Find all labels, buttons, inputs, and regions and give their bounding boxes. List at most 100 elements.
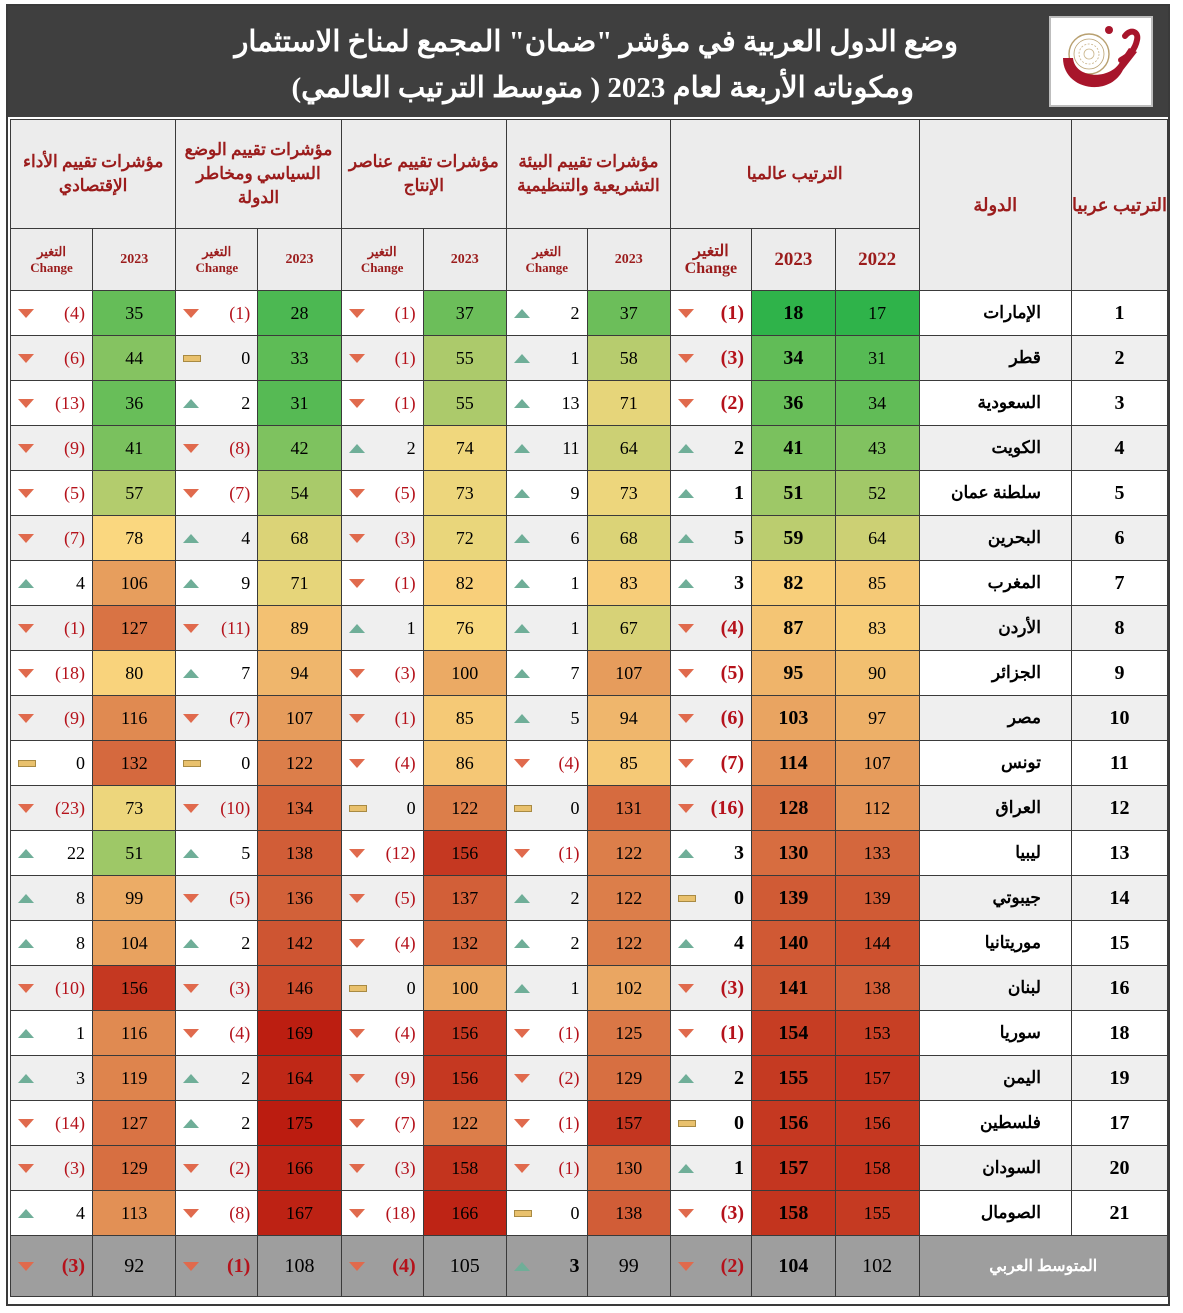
country-name-cell: جيبوتي [918, 875, 1072, 921]
production-change-cell: 0 [340, 785, 424, 831]
legal-2023-cell: 94 [586, 695, 671, 741]
legal-change-cell: 1 [505, 560, 588, 606]
down-triangle-icon [513, 1118, 530, 1128]
up-triangle-icon [183, 848, 200, 858]
production-2023-cell: 156 [422, 1010, 507, 1056]
production-change-cell: (1) [340, 695, 424, 741]
legal-2023-cell: 85 [586, 740, 671, 786]
political-2023-cell: 166 [257, 1145, 342, 1191]
economic-change-cell: 1 [9, 1010, 94, 1056]
legal-2023-cell: 73 [586, 470, 671, 516]
change-label-ar: التغير [693, 242, 729, 260]
economic-2023-header: 2023 [92, 228, 177, 291]
change-value: (14) [55, 1112, 86, 1133]
legal-2023-cell: 68 [586, 515, 671, 561]
down-triangle-icon [348, 1163, 365, 1173]
change-value: 0 [733, 1111, 744, 1134]
title-line-1: وضع الدول العربية في مؤشر "ضمان" المجمع … [234, 26, 958, 58]
up-triangle-icon [18, 938, 34, 948]
economic-change-cell: (3) [9, 1235, 94, 1297]
economic-2023-cell: 44 [92, 335, 177, 381]
arab-rank-cell: 18 [1070, 1010, 1169, 1056]
economic-change-cell: (4) [9, 290, 94, 336]
economic-2023-cell: 104 [92, 920, 177, 966]
down-triangle-icon [348, 668, 365, 678]
change-value: (7) [720, 751, 744, 774]
global-2023-cell: 51 [750, 470, 836, 516]
legal-2023-cell: 71 [586, 380, 671, 426]
change-value: (7) [64, 527, 86, 548]
no-change-bar-icon [18, 759, 36, 767]
political-change-cell: (11) [175, 605, 259, 651]
economic-2023-cell: 116 [92, 1010, 177, 1056]
up-triangle-icon [677, 578, 694, 588]
production-2023-cell: 85 [422, 695, 507, 741]
production-2023-cell: 55 [422, 335, 507, 381]
down-triangle-icon [348, 1118, 365, 1128]
change-value: 13 [561, 392, 580, 413]
arab-rank-cell: 14 [1070, 875, 1169, 921]
production-2023-cell: 74 [422, 425, 507, 471]
political-2023-cell: 33 [257, 335, 342, 381]
change-value: 0 [406, 977, 416, 998]
global-change-cell: (2) [669, 380, 752, 426]
change-value: (3) [61, 1254, 86, 1277]
change-value: (2) [720, 1254, 744, 1277]
political-change-cell: 2 [175, 920, 259, 966]
legal-change-cell: 3 [505, 1235, 588, 1297]
global-2023-cell: 114 [750, 740, 836, 786]
change-label-en: Change [525, 259, 569, 275]
production-change-cell: 1 [340, 605, 424, 651]
economic-change-cell: (1) [9, 605, 94, 651]
change-value: (1) [720, 1021, 744, 1044]
down-triangle-icon [677, 803, 694, 813]
political-change-cell: 5 [175, 830, 259, 876]
up-triangle-icon [677, 1073, 694, 1083]
no-change-bar-icon [348, 804, 367, 812]
global-2022-cell: 43 [834, 425, 920, 471]
economic-change-cell: (14) [9, 1100, 94, 1146]
change-value: (4) [229, 1022, 251, 1043]
political-2023-cell: 142 [257, 920, 342, 966]
legal-change-cell: 5 [505, 695, 588, 741]
down-triangle-icon [677, 758, 694, 768]
global-2023-cell: 82 [750, 560, 836, 606]
legal-2023-cell: 102 [586, 965, 671, 1011]
change-value: 1 [570, 977, 580, 998]
production-2023-cell: 82 [422, 560, 507, 606]
change-value: (1) [558, 842, 580, 863]
global-change-cell: 3 [669, 830, 752, 876]
change-value: 2 [733, 1066, 744, 1089]
up-triangle-icon [183, 578, 200, 588]
down-triangle-icon [183, 893, 200, 903]
economic-change-cell: 8 [9, 920, 94, 966]
economic-performance-header: مؤشرات تقييم الأداء الإقتصادي [9, 119, 177, 229]
arab-rank-cell: 20 [1070, 1145, 1169, 1191]
political-change-cell: 9 [175, 560, 259, 606]
legal-2023-cell: 131 [586, 785, 671, 831]
global-2022-cell: 144 [834, 920, 920, 966]
global-2022-cell: 17 [834, 290, 920, 336]
production-change-cell: (9) [340, 1055, 424, 1101]
economic-change-cell: (10) [9, 965, 94, 1011]
table-row: 9 الجزائر 90 95 (5) 107 7 100 (3) 94 7 80 (18) [9, 650, 1169, 696]
table-row: 20 السودان 158 157 1 130 (1) 158 (3) 166 (2) 129 (3) [9, 1145, 1169, 1191]
change-value: (23) [55, 797, 86, 818]
change-value: (1) [229, 302, 251, 323]
production-2023-cell: 72 [422, 515, 507, 561]
economic-2023-cell: 127 [92, 1100, 177, 1146]
global-2022-cell: 90 [834, 650, 920, 696]
change-value: (7) [394, 1112, 416, 1133]
arab-rank-cell: 6 [1070, 515, 1169, 561]
production-change-cell: (4) [340, 920, 424, 966]
up-triangle-icon [677, 848, 694, 858]
change-value: (1) [226, 1254, 251, 1277]
up-triangle-icon [513, 398, 530, 408]
global-2022-header: 2022 [834, 228, 920, 291]
legal-2023-cell: 129 [586, 1055, 671, 1101]
legal-change-cell: (2) [505, 1055, 588, 1101]
change-value: (8) [229, 437, 251, 458]
arab-rank-cell: 1 [1070, 290, 1169, 336]
global-2022-cell: 153 [834, 1010, 920, 1056]
legal-change-cell: 2 [505, 875, 588, 921]
